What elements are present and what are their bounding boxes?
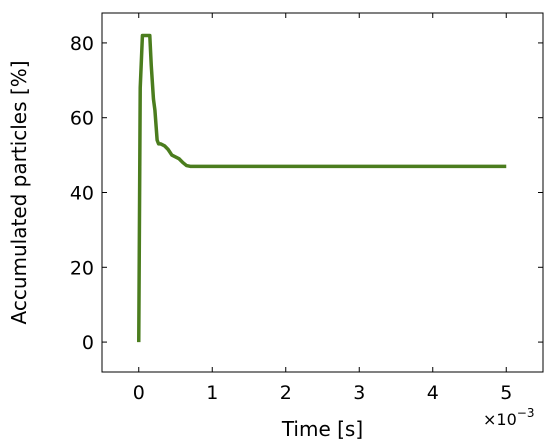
x-axis-label: Time [s] xyxy=(281,417,363,441)
y-tick-label: 0 xyxy=(82,332,94,354)
plot-frame xyxy=(101,12,544,373)
tick-labels: 0 1 2 3 4 5 0 20 40 60 80 xyxy=(70,33,512,404)
x-tick-label: 3 xyxy=(353,382,365,404)
y-tick-label: 60 xyxy=(70,108,94,130)
y-tick-label: 80 xyxy=(70,33,94,55)
x-tick-label: 4 xyxy=(427,382,439,404)
x-axis-multiplier-base: ×10 xyxy=(483,410,517,429)
x-axis-multiplier: ×10−3 xyxy=(483,406,534,429)
x-tick-label: 2 xyxy=(280,382,292,404)
y-tick-label: 20 xyxy=(70,257,94,279)
y-axis-label: Accumulated particles [%] xyxy=(7,61,31,325)
x-tick-label: 1 xyxy=(206,382,218,404)
tick-marks xyxy=(102,13,543,372)
series-line xyxy=(137,33,507,343)
x-axis-multiplier-exponent: −3 xyxy=(517,406,535,420)
series-layer xyxy=(137,33,507,343)
y-tick-label: 40 xyxy=(70,183,94,205)
x-tick-label: 0 xyxy=(133,382,145,404)
x-tick-label: 5 xyxy=(500,382,512,404)
